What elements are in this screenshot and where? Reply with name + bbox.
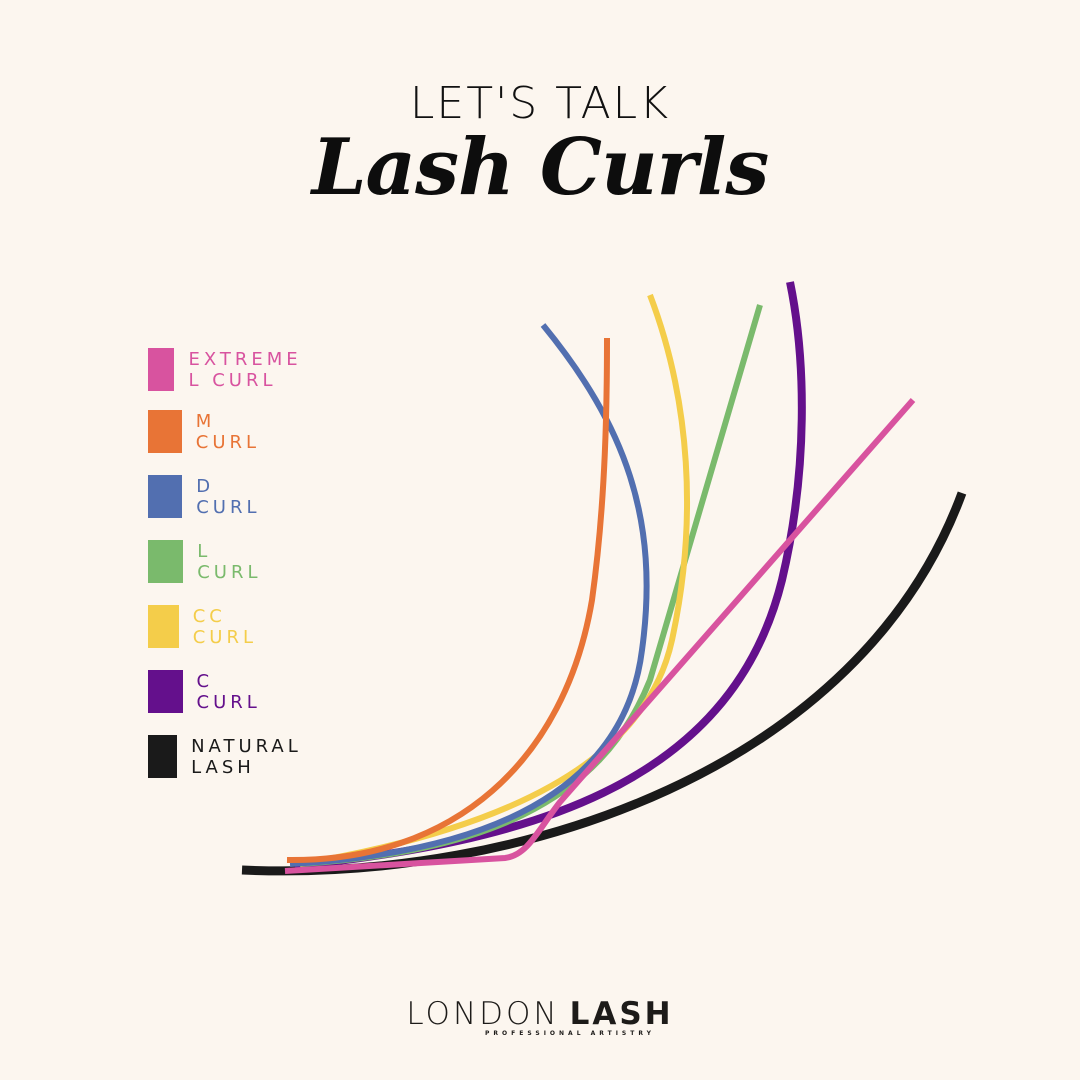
legend-label: EXTREME L CURL — [188, 348, 302, 391]
legend-swatch — [148, 410, 182, 453]
legend-swatch — [148, 348, 175, 391]
legend-item-c-curl: C CURL — [148, 670, 269, 713]
legend-label: NATURAL LASH — [191, 735, 302, 778]
curve-d-curl — [289, 323, 650, 867]
legend-label: D CURL — [196, 475, 261, 518]
logo-word-london: LONDON — [406, 996, 560, 1032]
legend-label: CC CURL — [192, 605, 257, 648]
legend-swatch — [148, 605, 179, 648]
curve-cc-curl — [299, 293, 690, 867]
legend-swatch — [148, 735, 178, 778]
curve-c-curl — [294, 281, 806, 870]
legend-swatch — [148, 540, 184, 583]
legend-label: C CURL — [196, 670, 261, 713]
curve-extreme-l-curl — [284, 398, 916, 874]
brand-logo: LONDON LASH PROFESSIONAL ARTISTRY — [0, 996, 1080, 1037]
legend-label: M CURL — [195, 410, 261, 453]
legend-item-d-curl: D CURL — [148, 475, 269, 518]
curve-natural-lash — [241, 491, 967, 876]
header-kicker: LET'S TALK — [409, 78, 671, 129]
logo-tagline: PROFESSIONAL ARTISTRY — [485, 1030, 655, 1037]
legend-item-natural-lash: NATURAL LASH — [148, 735, 316, 778]
page-title: Lash Curls — [311, 122, 770, 213]
legend-item-m-curl: M CURL — [148, 410, 269, 453]
logo-word-lash: LASH — [569, 996, 674, 1032]
legend-item-extreme-l-curl: EXTREME L CURL — [148, 348, 318, 391]
legend-swatch — [148, 670, 183, 713]
legend-item-l-curl: L CURL — [148, 540, 269, 583]
legend-swatch — [148, 475, 183, 518]
curve-m-curl — [286, 337, 610, 864]
legend-label: L CURL — [197, 540, 262, 583]
legend-item-cc-curl: CC CURL — [148, 605, 269, 648]
